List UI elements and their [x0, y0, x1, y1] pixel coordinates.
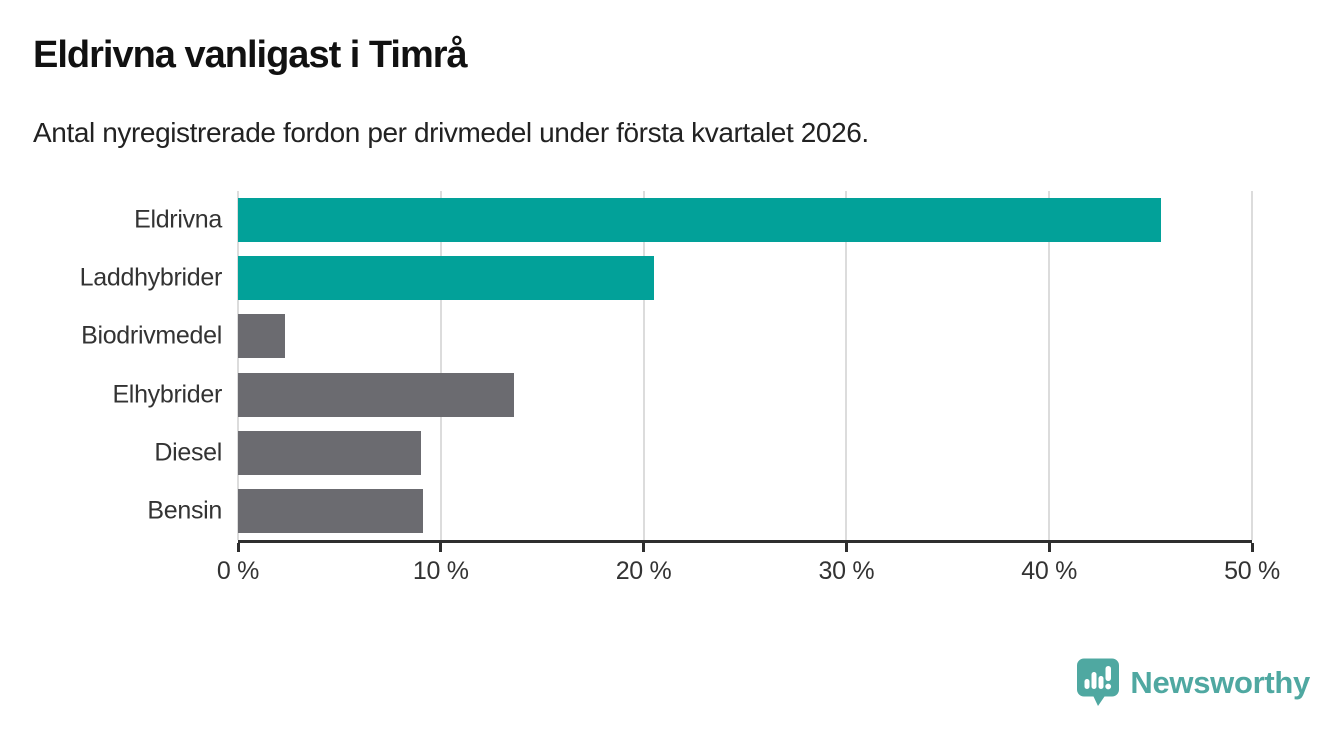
axis-tick-label: 30 % — [818, 557, 875, 585]
newsworthy-logo: Newsworthy — [1076, 658, 1310, 707]
newsworthy-pin-icon — [1076, 658, 1120, 707]
axis-tick — [439, 543, 443, 552]
bar-diesel — [238, 430, 421, 475]
category-label-bensin: Bensin — [147, 496, 222, 525]
gridline — [642, 191, 645, 540]
axis-tick — [844, 543, 848, 552]
category-label-elhybrider: Elhybrider — [112, 380, 222, 409]
category-label-eldrivna: Eldrivna — [134, 205, 222, 234]
axis-tick-label: 40 % — [1021, 557, 1078, 585]
chart-row: Bensin — [147, 482, 1252, 540]
bar-biodrivmedel — [238, 314, 285, 359]
category-label-laddhybrider: Laddhybrider — [79, 263, 223, 292]
chart-row: Diesel — [154, 424, 1252, 482]
bar-elhybrider — [238, 372, 514, 417]
plot-area: 0 % 10 % 20 % 30 % 40 % 50 % Eldrivna Laddhybri… — [80, 191, 1280, 585]
chart-row: Biodrivmedel — [81, 307, 1252, 365]
chart-subtitle: Antal nyregistrerade fordon per drivmede… — [33, 117, 869, 148]
bar-laddhybrider — [238, 256, 654, 301]
axis-tick-label: 20 % — [615, 557, 672, 585]
newsworthy-logo-text: Newsworthy — [1130, 664, 1310, 700]
gridline — [845, 191, 848, 540]
axis-tick-label: 50 % — [1224, 557, 1280, 585]
axis-tick — [1250, 543, 1254, 552]
bar-bensin — [238, 488, 423, 533]
axis-tick-label: 10 % — [412, 557, 469, 585]
gridline — [439, 191, 442, 540]
chart-row: Elhybrider — [112, 366, 1252, 424]
axis-tick — [1047, 543, 1051, 552]
gridline — [1048, 191, 1051, 540]
axis-tick-label: 0 % — [216, 557, 260, 585]
chart-row: Laddhybrider — [80, 249, 1252, 307]
chart-row: Eldrivna — [134, 191, 1252, 249]
axis-tick — [642, 543, 646, 552]
chart-title: Eldrivna vanligast i Timrå — [33, 34, 468, 76]
axis-tick — [236, 543, 240, 552]
bar-eldrivna — [238, 198, 1161, 242]
gridline — [1251, 191, 1253, 540]
gridline — [237, 191, 239, 540]
category-label-diesel: Diesel — [154, 438, 222, 467]
category-label-biodrivmedel: Biodrivmedel — [81, 321, 222, 350]
